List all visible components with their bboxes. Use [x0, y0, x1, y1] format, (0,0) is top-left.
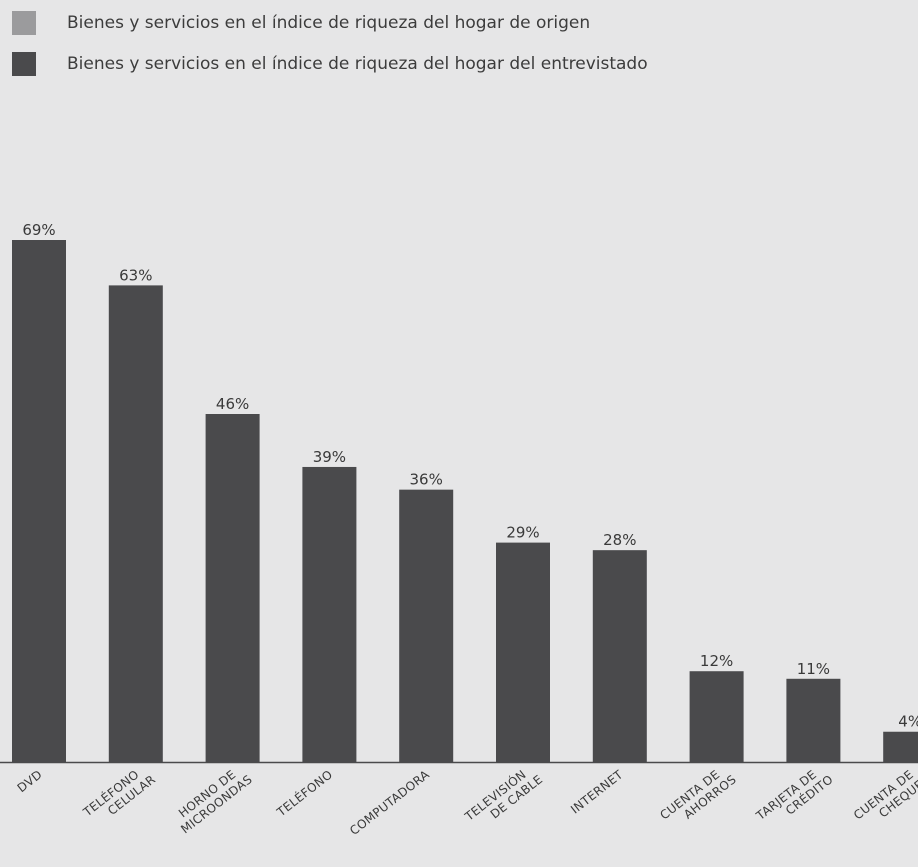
data-label: 39% [313, 448, 346, 466]
bar [108, 285, 163, 762]
data-label: 46% [216, 395, 249, 413]
data-label: 28% [603, 531, 636, 549]
bar [689, 671, 744, 762]
category-label-line: INTERNET [568, 767, 626, 816]
category-label: HORNO DEMICROONDAS [170, 761, 255, 836]
category-label-line: DVD [15, 767, 45, 795]
category-label-line: TELÉFONO [273, 767, 335, 820]
category-label: TELEVISIÓNDE CABLE [461, 760, 545, 835]
data-label: 4% [898, 713, 918, 731]
legend: Bienes y servicios en el índice de rique… [12, 10, 648, 92]
data-label: 36% [410, 471, 443, 489]
data-label: 11% [797, 660, 830, 678]
bar [786, 678, 841, 762]
bar [592, 550, 647, 762]
category-label: TELÉFONO [273, 767, 335, 820]
bar [399, 489, 454, 762]
category-label: INTERNET [568, 767, 626, 816]
category-label: CUENTA DEAHORROS [657, 761, 739, 833]
legend-label-interviewee: Bienes y servicios en el índice de rique… [67, 54, 648, 74]
bar [496, 542, 550, 762]
category-label: TELÉFONOCELULAR [79, 760, 158, 830]
data-label: 12% [700, 652, 733, 670]
category-label: COMPUTADORA [347, 767, 432, 838]
legend-item-interviewee: Bienes y servicios en el índice de rique… [12, 51, 648, 77]
category-label-line: COMPUTADORA [347, 767, 432, 838]
bar [205, 414, 260, 762]
bar [12, 240, 66, 762]
bar [883, 731, 918, 762]
data-label: 29% [506, 524, 539, 542]
category-label: TARJETA DECRÉDITO [753, 761, 836, 834]
data-label: 63% [119, 266, 152, 284]
legend-item-origin: Bienes y servicios en el índice de rique… [12, 10, 648, 36]
legend-swatch-origin [12, 11, 36, 35]
legend-swatch-interviewee [12, 52, 36, 76]
category-label: DVD [15, 767, 45, 795]
category-label: CUENTA DECHEQUES [851, 761, 918, 833]
data-label: 69% [22, 221, 55, 239]
legend-label-origin: Bienes y servicios en el índice de rique… [67, 13, 591, 33]
bar [302, 466, 357, 762]
